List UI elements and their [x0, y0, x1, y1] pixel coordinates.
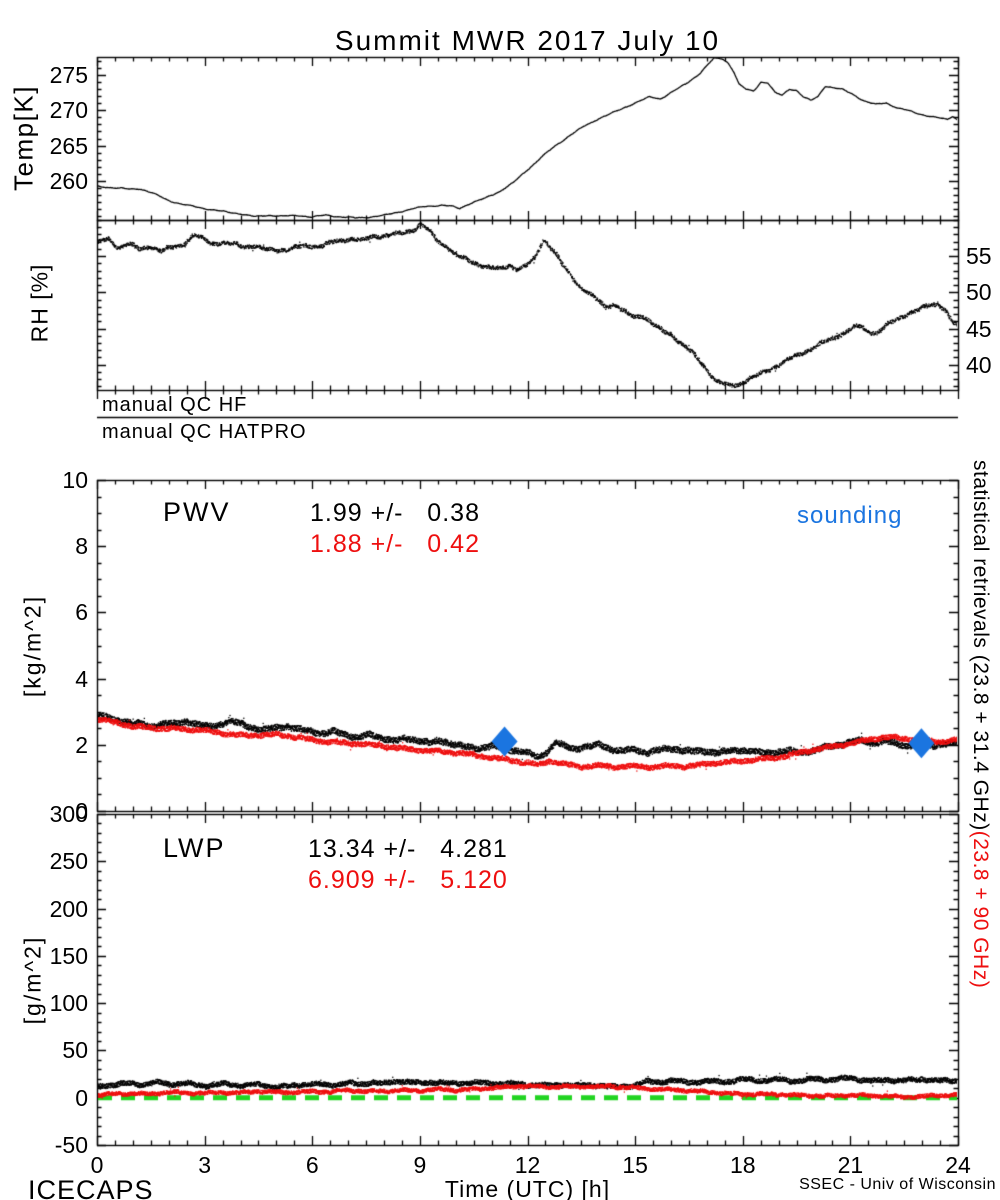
x-axis-title: Time (UTC) [h] [444, 1176, 611, 1200]
pwv-axis-title: [kg/m^2] [19, 594, 46, 698]
right-annotation-red: (23.8 + 90 GHz) [969, 830, 992, 989]
lwp-stat-hf: 13.34 +/- 4.281 [308, 835, 508, 863]
lwp-axis-title: [g/m^2] [19, 935, 46, 1025]
pwv-panel-label: PWV [163, 497, 231, 527]
footer-icecaps: ICECAPS [28, 1175, 154, 1200]
temp-axis-title: Temp[K] [8, 85, 39, 191]
right-annotation: statistical retrievals (23.8 + 31.4 GHz)… [958, 460, 992, 1180]
pwv-stat-hatpro: 1.88 +/- 0.42 [310, 530, 480, 558]
right-annotation-black: statistical retrievals (23.8 + 31.4 GHz) [969, 460, 992, 831]
manual-qc-hf-label: manual QC HF [102, 394, 248, 416]
pwv-stat-hf: 1.99 +/- 0.38 [310, 499, 480, 527]
page-title: Summit MWR 2017 July 10 [334, 25, 721, 56]
manual-qc-hatpro-label: manual QC HATPRO [102, 421, 307, 443]
rh-axis-title: RH [%] [26, 263, 53, 343]
footer-credit: SSEC - Univ of Wisconsin [799, 1176, 996, 1193]
sounding-legend: sounding [797, 502, 903, 529]
lwp-stat-hatpro: 6.909 +/- 5.120 [308, 866, 508, 894]
lwp-panel-label: LWP [163, 833, 226, 863]
